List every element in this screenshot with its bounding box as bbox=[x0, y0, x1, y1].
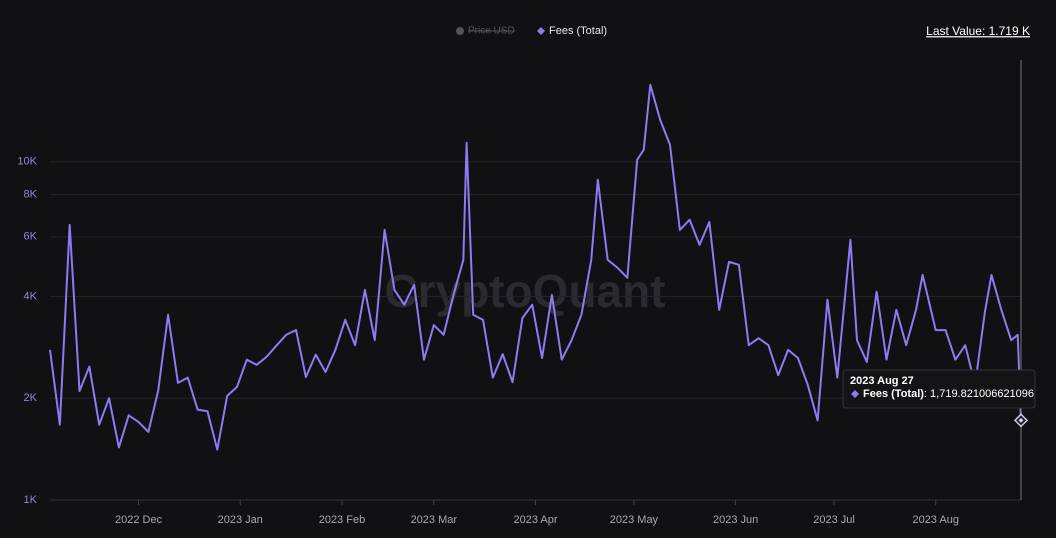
tooltip-value: : 1,719.821006621096 bbox=[924, 388, 1034, 400]
x-tick-label: 2023 Jan bbox=[218, 514, 263, 526]
tooltip: 2023 Aug 27 Fees (Total) : 1,719.8210066… bbox=[842, 369, 1036, 409]
legend-label[interactable]: Price USD bbox=[468, 26, 515, 37]
x-tick-label: 2023 Feb bbox=[319, 514, 365, 526]
legend-label[interactable]: Fees (Total) bbox=[549, 25, 607, 37]
watermark: CryptoQuant bbox=[384, 265, 665, 317]
grid: 1K 2K 4K 6K 8K 10K 2022 Dec 2023 Jan 2023 Feb 202… bbox=[17, 156, 1021, 526]
hover-marker-dot bbox=[1018, 417, 1024, 423]
x-tick-label: 2023 May bbox=[610, 514, 659, 526]
tooltip-series: Fees (Total) bbox=[863, 388, 924, 400]
legend-icon[interactable] bbox=[537, 27, 545, 35]
legend: Price USD Fees (Total) bbox=[456, 25, 607, 37]
x-tick-label: 2023 Jul bbox=[813, 514, 855, 526]
y-tick-label: 4K bbox=[24, 290, 38, 302]
plot bbox=[49, 60, 1029, 500]
tooltip-icon bbox=[851, 390, 859, 398]
series-line bbox=[49, 83, 1022, 451]
y-tick-label: 6K bbox=[24, 231, 38, 243]
y-tick-label: 10K bbox=[17, 156, 37, 168]
y-tick-label: 1K bbox=[24, 494, 38, 506]
x-tick-label: 2023 Aug bbox=[912, 514, 959, 526]
x-tick-label: 2023 Apr bbox=[513, 514, 557, 526]
tooltip-date: 2023 Aug 27 bbox=[850, 375, 914, 387]
tooltip-box bbox=[842, 369, 1036, 409]
x-tick-label: 2023 Jun bbox=[713, 514, 758, 526]
y-tick-label: 2K bbox=[24, 392, 38, 404]
legend-icon[interactable] bbox=[456, 27, 464, 35]
x-tick-label: 2023 Mar bbox=[411, 514, 458, 526]
y-tick-label: 8K bbox=[24, 188, 38, 200]
last-value[interactable]: Last Value: 1.719 K bbox=[926, 24, 1030, 38]
x-tick-label: 2022 Dec bbox=[115, 514, 163, 526]
